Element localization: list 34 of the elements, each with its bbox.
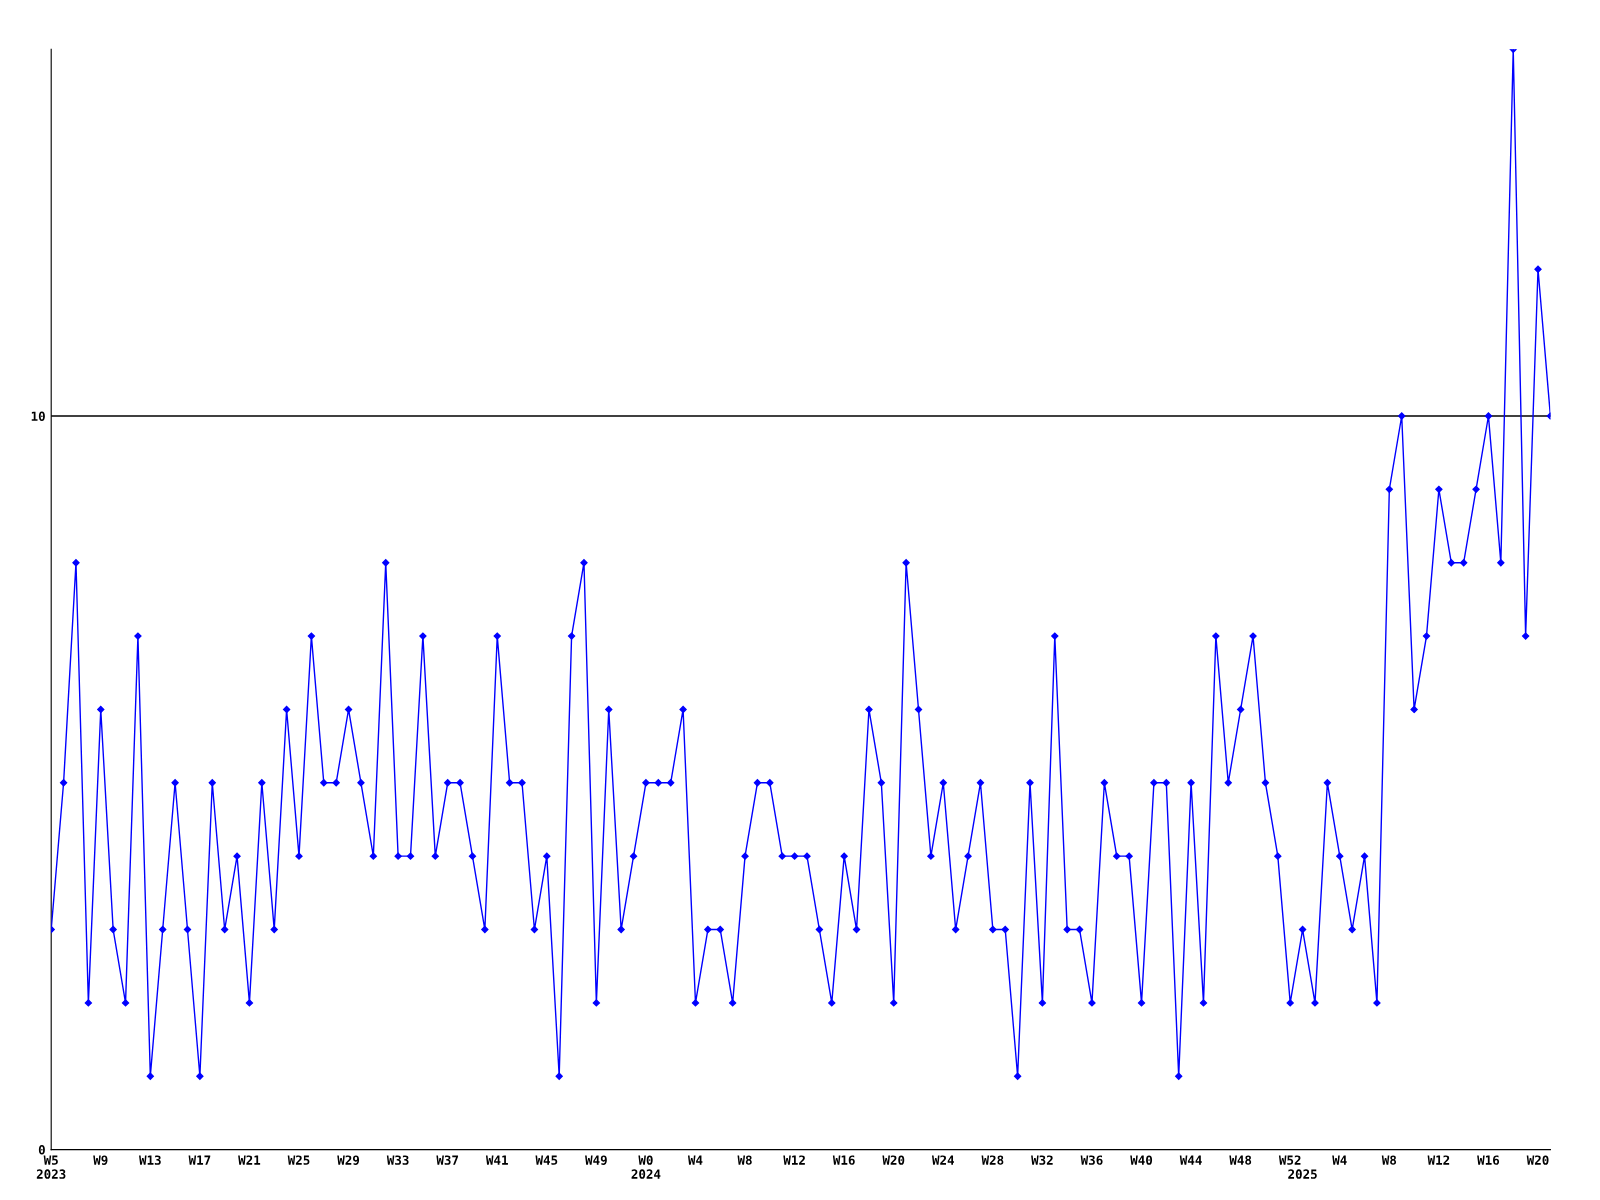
y-tick-label: 10 xyxy=(31,411,45,421)
x-tick-label: W24 xyxy=(932,1155,955,1165)
x-tick-label: W16 xyxy=(1477,1155,1500,1165)
x-tick-label: W25 xyxy=(287,1155,310,1165)
x-tick-label: W4 xyxy=(1332,1155,1347,1165)
x-tick-label: W12 xyxy=(1427,1155,1450,1165)
x-tick-label: W48 xyxy=(1229,1155,1252,1165)
x-tick-label: W20 xyxy=(1526,1155,1549,1165)
x-tick-label: W52 xyxy=(1278,1155,1301,1165)
x-tick-label: W21 xyxy=(238,1155,261,1165)
x-tick-label: W32 xyxy=(1031,1155,1053,1165)
x-tick-label: W29 xyxy=(337,1155,360,1165)
x-tick-label: W9 xyxy=(93,1155,108,1165)
x-tick-label: W36 xyxy=(1080,1155,1103,1165)
x-tick-label: W45 xyxy=(535,1155,558,1165)
y-tick-label: 0 xyxy=(38,1145,45,1155)
x-tick-label: W5 2023 xyxy=(36,1155,66,1179)
x-tick-label: W44 xyxy=(1179,1155,1202,1165)
x-tick-label: W17 xyxy=(188,1155,211,1165)
x-tick-label: W37 xyxy=(436,1155,459,1165)
x-tick-label: W40 xyxy=(1130,1155,1153,1165)
x-tick-label: W33 xyxy=(386,1155,409,1165)
x-tick-label: W12 xyxy=(783,1155,805,1165)
x-tick-label: W8 xyxy=(1381,1155,1397,1165)
x-tick-label: W49 xyxy=(585,1155,607,1165)
x-tick-label: W28 xyxy=(981,1155,1004,1165)
x-tick-label: W4 xyxy=(687,1155,703,1165)
x-tick-label: W16 xyxy=(832,1155,855,1165)
x-tick-label: W41 xyxy=(485,1155,508,1165)
x-tick-label: W20 xyxy=(882,1155,905,1165)
x-tick-label: 2025 xyxy=(1288,1169,1317,1179)
x-tick-label: W0 2024 xyxy=(631,1155,661,1179)
x-tick-label: W13 xyxy=(139,1155,161,1165)
x-tick-label: W8 xyxy=(737,1155,752,1165)
